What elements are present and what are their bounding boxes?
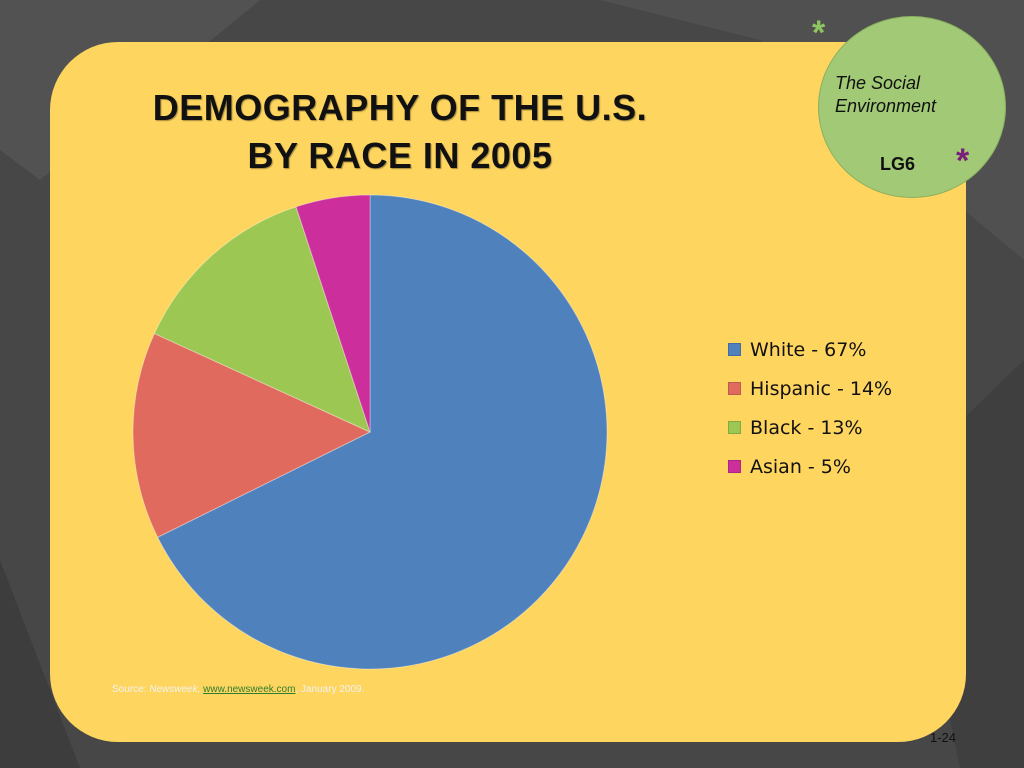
legend-item-asian: Asian - 5%: [728, 447, 892, 486]
star-icon-bottom: *: [956, 142, 970, 180]
source-prefix: Source:: [112, 684, 150, 695]
legend-label-white: White - 67%: [750, 338, 867, 361]
pie-slice-asian: [295, 194, 371, 433]
source-link[interactable]: www.newsweek.com: [203, 684, 296, 695]
legend-item-black: Black - 13%: [728, 408, 892, 447]
page-number: 1-24: [930, 730, 957, 745]
source-publication: Newsweek,: [149, 684, 201, 695]
learning-goal-badge: [818, 16, 1006, 198]
pie-slice-white: [156, 194, 608, 670]
star-icon-top: *: [812, 14, 826, 52]
legend-swatch-asian: [728, 460, 741, 473]
legend-label-black: Black - 13%: [750, 416, 863, 439]
legend-swatch-hispanic: [728, 382, 741, 395]
legend-swatch-white: [728, 343, 741, 356]
chart-legend: White - 67% Hispanic - 14% Black - 13% A…: [728, 330, 892, 486]
pie-slice-black: [153, 206, 371, 433]
source-date: , January 2009.: [295, 684, 365, 695]
slide-title: DEMOGRAPHY OF THE U.S. BY RACE IN 2005: [140, 84, 660, 180]
pie-slice-hispanic: [132, 332, 372, 538]
badge-title: The Social Environment: [835, 73, 937, 116]
legend-item-hispanic: Hispanic - 14%: [728, 369, 892, 408]
title-line-2: BY RACE IN 2005: [247, 135, 553, 176]
legend-label-hispanic: Hispanic - 14%: [750, 377, 893, 400]
title-line-1: DEMOGRAPHY OF THE U.S.: [152, 87, 648, 128]
badge-learning-goal: LG6: [880, 154, 916, 174]
legend-swatch-black: [728, 421, 741, 434]
legend-item-white: White - 67%: [728, 330, 892, 369]
source-note: Source: Newsweek, www.newsweek.com, Janu…: [112, 684, 364, 695]
legend-label-asian: Asian - 5%: [750, 455, 851, 478]
